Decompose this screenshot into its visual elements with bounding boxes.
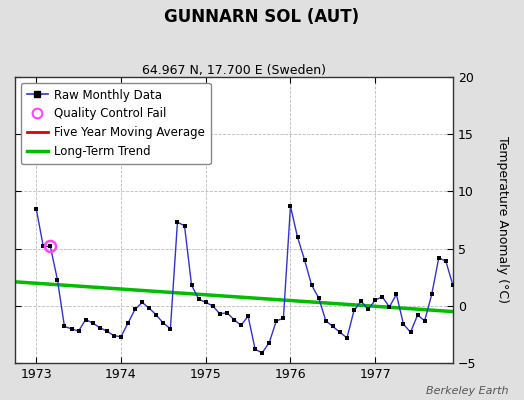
- Legend: Raw Monthly Data, Quality Control Fail, Five Year Moving Average, Long-Term Tren: Raw Monthly Data, Quality Control Fail, …: [21, 83, 211, 164]
- Title: 64.967 N, 17.700 E (Sweden): 64.967 N, 17.700 E (Sweden): [142, 64, 326, 77]
- Text: GUNNARN SOL (AUT): GUNNARN SOL (AUT): [165, 8, 359, 26]
- Text: Berkeley Earth: Berkeley Earth: [426, 386, 508, 396]
- Y-axis label: Temperature Anomaly (°C): Temperature Anomaly (°C): [496, 136, 509, 304]
